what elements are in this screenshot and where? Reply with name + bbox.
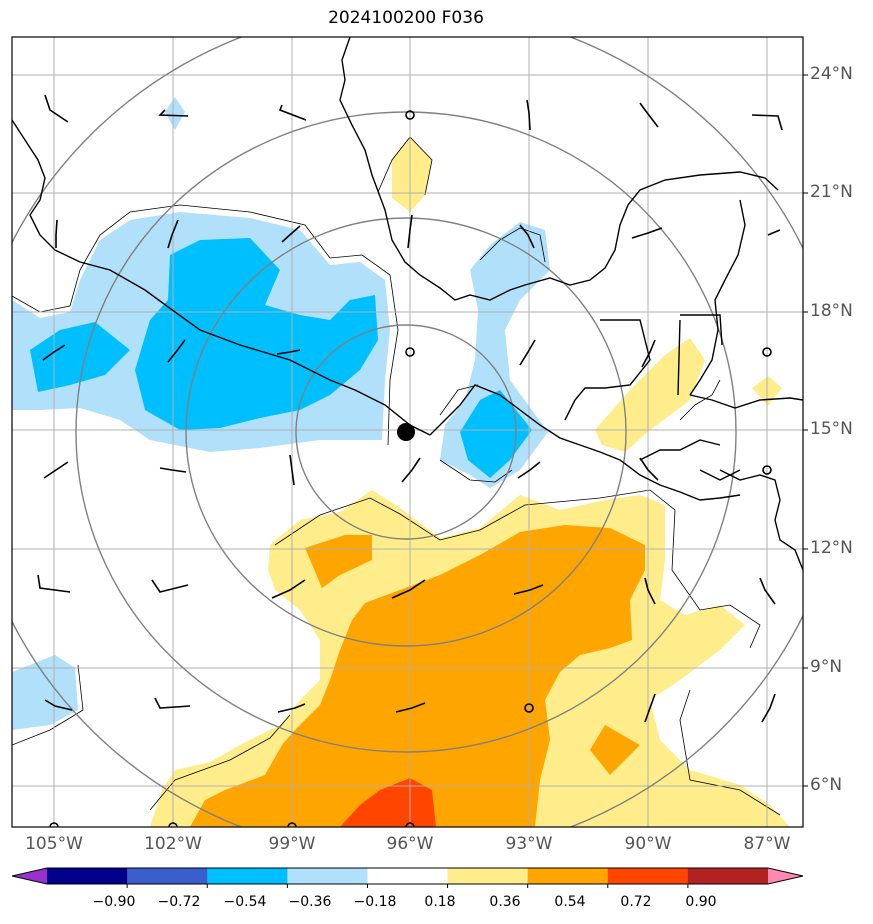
border-belize: [677, 319, 681, 396]
colorbar-label-8: 0.54: [554, 894, 586, 910]
positive-anomaly-light-east: [595, 338, 705, 452]
positive-anomaly-core-northwest: [305, 535, 372, 588]
plot-frame: [11, 36, 804, 828]
colorbar-segment: [687, 868, 769, 884]
colorbar-outline: [11, 867, 804, 885]
lon-label-102w: 102°W: [144, 834, 202, 854]
positive-anomaly-peak: [340, 778, 436, 827]
positive-anomaly-light-north: [392, 137, 432, 212]
range-ring-1: [295, 324, 517, 540]
negative-anomaly-core-far-west: [30, 322, 130, 392]
border-central-america: [680, 314, 723, 346]
coastline-yucatan: [689, 199, 746, 396]
colorbar-segment: [207, 868, 288, 884]
range-ring-3: [75, 111, 737, 753]
lat-label-18n: 18°N: [810, 301, 853, 321]
lon-label-90w: 90°W: [624, 834, 672, 854]
coastline-caribbean-south: [719, 469, 803, 571]
lon-label-87w: 87°W: [743, 834, 791, 854]
negative-anomaly-core-west: [135, 238, 378, 430]
colorbar-segment: [367, 868, 449, 884]
positive-anomaly-core-south: [190, 525, 645, 827]
coastline-caribbean: [689, 394, 803, 409]
colorbar-label-3: −0.54: [223, 894, 267, 910]
storm-center-marker: [397, 423, 415, 441]
lon-label-93w: 93°W: [505, 834, 553, 854]
range-ring-2: [185, 217, 627, 647]
lat-label-24n: 24°N: [810, 64, 853, 84]
colorbar-segment: [287, 868, 368, 884]
lat-label-12n: 12°N: [810, 538, 853, 558]
lat-label-15n: 15°N: [810, 419, 853, 439]
negative-anomaly-light-topleft: [165, 97, 185, 130]
lat-label-21n: 21°N: [810, 182, 853, 202]
colorbar-label-2: −0.72: [157, 894, 201, 910]
colorbar-label-10: 0.90: [685, 894, 717, 910]
colorbar-segment: [47, 868, 128, 884]
colorbar-label-5: −0.18: [353, 894, 397, 910]
border-honduras: [639, 439, 721, 461]
colorbar-extend-high: [768, 868, 803, 884]
lon-label-105w: 105°W: [25, 834, 83, 854]
negative-anomaly-light-southwest: [12, 655, 78, 730]
lon-label-96w: 96°W: [386, 834, 434, 854]
colorbar-label-1: −0.90: [92, 894, 136, 910]
colorbar-extend-low: [12, 868, 47, 884]
colorbar-segment: [127, 868, 208, 884]
coastline-gulf-mexico: [339, 37, 779, 301]
map-title: 2024100200 F036: [328, 8, 484, 28]
colorbar-label-6: 0.18: [424, 894, 456, 910]
positive-anomaly-core-east: [590, 725, 640, 775]
colorbar-segment: [527, 868, 609, 884]
border-mexico-guatemala: [564, 319, 651, 421]
colorbar-segment: [447, 868, 529, 884]
coastline-pacific-central-america: [429, 384, 741, 501]
colorbar-label-9: 0.72: [620, 894, 652, 910]
lat-label-6n: 6°N: [810, 775, 843, 795]
colorbar-label-7: 0.36: [489, 894, 521, 910]
colorbar-segment: [607, 868, 689, 884]
lat-label-9n: 9°N: [810, 657, 843, 677]
border-nicaragua: [699, 469, 741, 481]
coastline-pacific-mexico: [12, 119, 431, 436]
colorbar: [11, 867, 804, 888]
lon-label-99w: 99°W: [268, 834, 316, 854]
colorbar-label-4: −0.36: [288, 894, 332, 910]
